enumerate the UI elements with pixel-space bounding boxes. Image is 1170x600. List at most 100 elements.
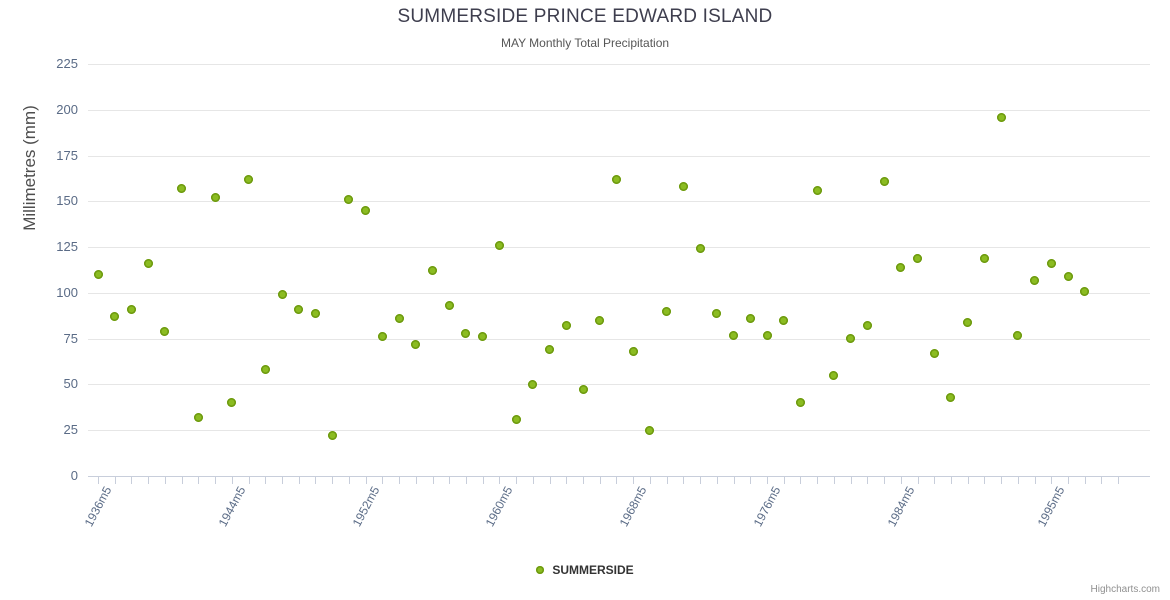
x-axis-tick bbox=[298, 477, 300, 484]
x-axis-tick bbox=[599, 477, 601, 484]
data-point[interactable] bbox=[377, 332, 387, 342]
gridline bbox=[88, 338, 1150, 340]
x-axis-tick bbox=[282, 477, 283, 484]
data-point[interactable] bbox=[361, 205, 371, 215]
data-point[interactable] bbox=[595, 315, 605, 325]
gridline bbox=[88, 292, 1150, 294]
data-point[interactable] bbox=[327, 431, 337, 441]
data-point[interactable] bbox=[645, 425, 655, 435]
x-axis-line bbox=[88, 476, 1150, 477]
data-point[interactable] bbox=[745, 314, 755, 324]
data-point[interactable] bbox=[1046, 259, 1056, 269]
data-point[interactable] bbox=[545, 345, 555, 355]
x-axis-tick-label: 1968m5 bbox=[616, 484, 650, 529]
data-point[interactable] bbox=[310, 308, 320, 318]
chart-subtitle: MAY Monthly Total Precipitation bbox=[500, 36, 670, 50]
data-point[interactable] bbox=[461, 328, 471, 338]
data-point[interactable] bbox=[929, 348, 939, 358]
data-point[interactable] bbox=[260, 365, 270, 375]
data-point[interactable] bbox=[729, 330, 739, 340]
data-point[interactable] bbox=[126, 304, 136, 314]
data-point[interactable] bbox=[444, 301, 454, 311]
data-point[interactable] bbox=[411, 339, 421, 349]
data-point[interactable] bbox=[193, 412, 203, 422]
x-axis-tick bbox=[532, 477, 534, 484]
data-point[interactable] bbox=[896, 262, 906, 272]
data-point[interactable] bbox=[1030, 275, 1040, 285]
x-axis-tick bbox=[164, 477, 166, 484]
x-axis-tick bbox=[1118, 477, 1120, 484]
x-axis-tick bbox=[817, 477, 819, 484]
x-axis-tick bbox=[984, 477, 986, 484]
data-point[interactable] bbox=[160, 326, 170, 336]
data-point[interactable] bbox=[478, 332, 488, 342]
data-point[interactable] bbox=[979, 253, 989, 263]
credits-label: Highcharts.com bbox=[1090, 584, 1160, 595]
data-point[interactable] bbox=[110, 312, 120, 322]
gridline bbox=[88, 64, 1150, 65]
data-point[interactable] bbox=[561, 321, 571, 331]
data-point[interactable] bbox=[511, 414, 521, 424]
data-point[interactable] bbox=[143, 259, 153, 269]
data-point[interactable] bbox=[762, 330, 772, 340]
data-point[interactable] bbox=[93, 270, 103, 280]
x-axis-tick-label: 1944m5 bbox=[215, 484, 249, 529]
data-point[interactable] bbox=[177, 184, 187, 193]
data-point[interactable] bbox=[277, 290, 287, 300]
x-axis-tick bbox=[950, 477, 952, 484]
x-axis-tick bbox=[399, 477, 401, 484]
data-point[interactable] bbox=[1013, 330, 1023, 340]
x-axis-tick-label: 1995m5 bbox=[1034, 484, 1068, 529]
data-point[interactable] bbox=[879, 176, 889, 186]
data-point[interactable] bbox=[394, 314, 404, 324]
data-point[interactable] bbox=[913, 253, 923, 263]
data-point[interactable] bbox=[344, 195, 354, 204]
data-point[interactable] bbox=[1063, 271, 1073, 281]
data-point[interactable] bbox=[678, 182, 688, 192]
data-point[interactable] bbox=[963, 317, 973, 327]
data-point[interactable] bbox=[528, 379, 538, 389]
data-point[interactable] bbox=[611, 174, 621, 184]
data-point[interactable] bbox=[227, 398, 237, 408]
y-axis-tick-label: 50 bbox=[63, 376, 78, 392]
data-point[interactable] bbox=[695, 244, 705, 254]
x-axis-tick bbox=[934, 477, 936, 484]
x-axis-tick bbox=[1101, 477, 1103, 484]
data-point[interactable] bbox=[846, 334, 856, 344]
y-axis-tick-label: 25 bbox=[63, 422, 78, 438]
data-point[interactable] bbox=[628, 346, 638, 356]
data-point[interactable] bbox=[712, 308, 722, 318]
x-axis-tick bbox=[348, 477, 350, 484]
legend-item-summerside[interactable]: SUMMERSIDE bbox=[536, 562, 634, 577]
data-point[interactable] bbox=[946, 392, 956, 402]
data-point[interactable] bbox=[862, 321, 872, 331]
x-axis-tick bbox=[365, 477, 367, 484]
plot-area[interactable] bbox=[88, 64, 1150, 476]
chart-legend: SUMMERSIDE bbox=[0, 562, 1170, 577]
gridline bbox=[88, 430, 1150, 432]
data-point[interactable] bbox=[1080, 286, 1090, 296]
x-axis-tick bbox=[783, 477, 785, 484]
x-axis-tick bbox=[1051, 477, 1053, 484]
data-point[interactable] bbox=[578, 385, 588, 395]
data-point[interactable] bbox=[294, 304, 304, 314]
data-point[interactable] bbox=[779, 315, 789, 325]
y-axis-tick-label: 150 bbox=[56, 193, 78, 209]
data-point[interactable] bbox=[812, 185, 822, 195]
data-point[interactable] bbox=[210, 193, 220, 203]
x-axis-tick bbox=[733, 477, 735, 484]
chart-title: SUMMERSIDE PRINCE EDWARD ISLAND bbox=[397, 6, 773, 27]
data-point[interactable] bbox=[829, 370, 839, 380]
gridline bbox=[88, 109, 1150, 111]
data-point[interactable] bbox=[244, 174, 254, 184]
data-point[interactable] bbox=[662, 306, 672, 316]
data-point[interactable] bbox=[428, 266, 438, 276]
x-axis-tick bbox=[449, 477, 451, 484]
y-axis-ticks: 0 25 50 75 100 125 150 175 200 225 bbox=[0, 56, 78, 483]
data-point[interactable] bbox=[795, 398, 805, 408]
x-axis-tick-label: 1976m5 bbox=[750, 484, 784, 529]
data-point[interactable] bbox=[494, 240, 504, 250]
data-point[interactable] bbox=[996, 112, 1006, 122]
x-axis-tick bbox=[884, 477, 886, 484]
x-axis-tick bbox=[900, 477, 902, 484]
